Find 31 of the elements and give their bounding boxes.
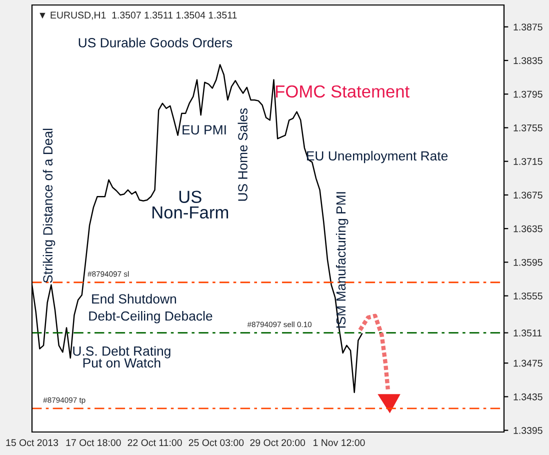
annotation: US Non-Farm [152, 190, 228, 219]
y-tick-label: 1.3635 [514, 225, 542, 232]
annotation: FOMC Statement [276, 85, 410, 98]
y-tick-label: 1.3795 [514, 90, 542, 98]
text: ▼ EURUSD,H1 1.3507 1.3511 1.3504 1.3511 [40, 12, 237, 20]
y-tick-label: 1.3675 [514, 192, 542, 199]
y-tick-label: 1.3595 [514, 258, 542, 266]
y-tick-label: 1.3511 [514, 330, 542, 336]
y-tick-label: 1.3555 [514, 292, 542, 300]
annotation: End Shutdown [92, 294, 176, 304]
y-tick-label: 1.3755 [514, 124, 542, 132]
y-tick-label: 1.3715 [514, 158, 542, 165]
x-tick-label: 25 Oct 03:00 [188, 439, 244, 446]
annotation: US Durable Goods Orders [78, 38, 232, 48]
annotation: U.S. Debt Rating Put on Watch [73, 346, 170, 368]
annotation: Striking Distance of a Deal [42, 128, 56, 283]
y-tick-label: 1.3835 [514, 57, 542, 64]
x-tick-label: 15 Oct 2013 [6, 439, 58, 446]
y-tick-label: 1.3875 [514, 24, 542, 30]
x-tick-label: 1 Nov 12:00 [314, 439, 365, 446]
annotation: Debt-Ceiling Debacle [89, 310, 212, 324]
x-tick-label: 22 Oct 11:00 [128, 439, 182, 446]
y-tick-label: 1.3395 [514, 427, 542, 434]
y-tick-label: 1.3435 [514, 393, 542, 400]
x-tick-label: 29 Oct 20:00 [250, 439, 306, 446]
y-tick-label: 1.3475 [514, 360, 542, 367]
annotation: EU PMI [182, 125, 226, 135]
x-tick-label: 17 Oct 18:00 [66, 439, 121, 446]
annotation: EU Unemployment Rate [306, 150, 448, 164]
annotation: ISM Manufacturing PMI [336, 192, 348, 328]
annotation: US Home Sales [238, 108, 248, 201]
